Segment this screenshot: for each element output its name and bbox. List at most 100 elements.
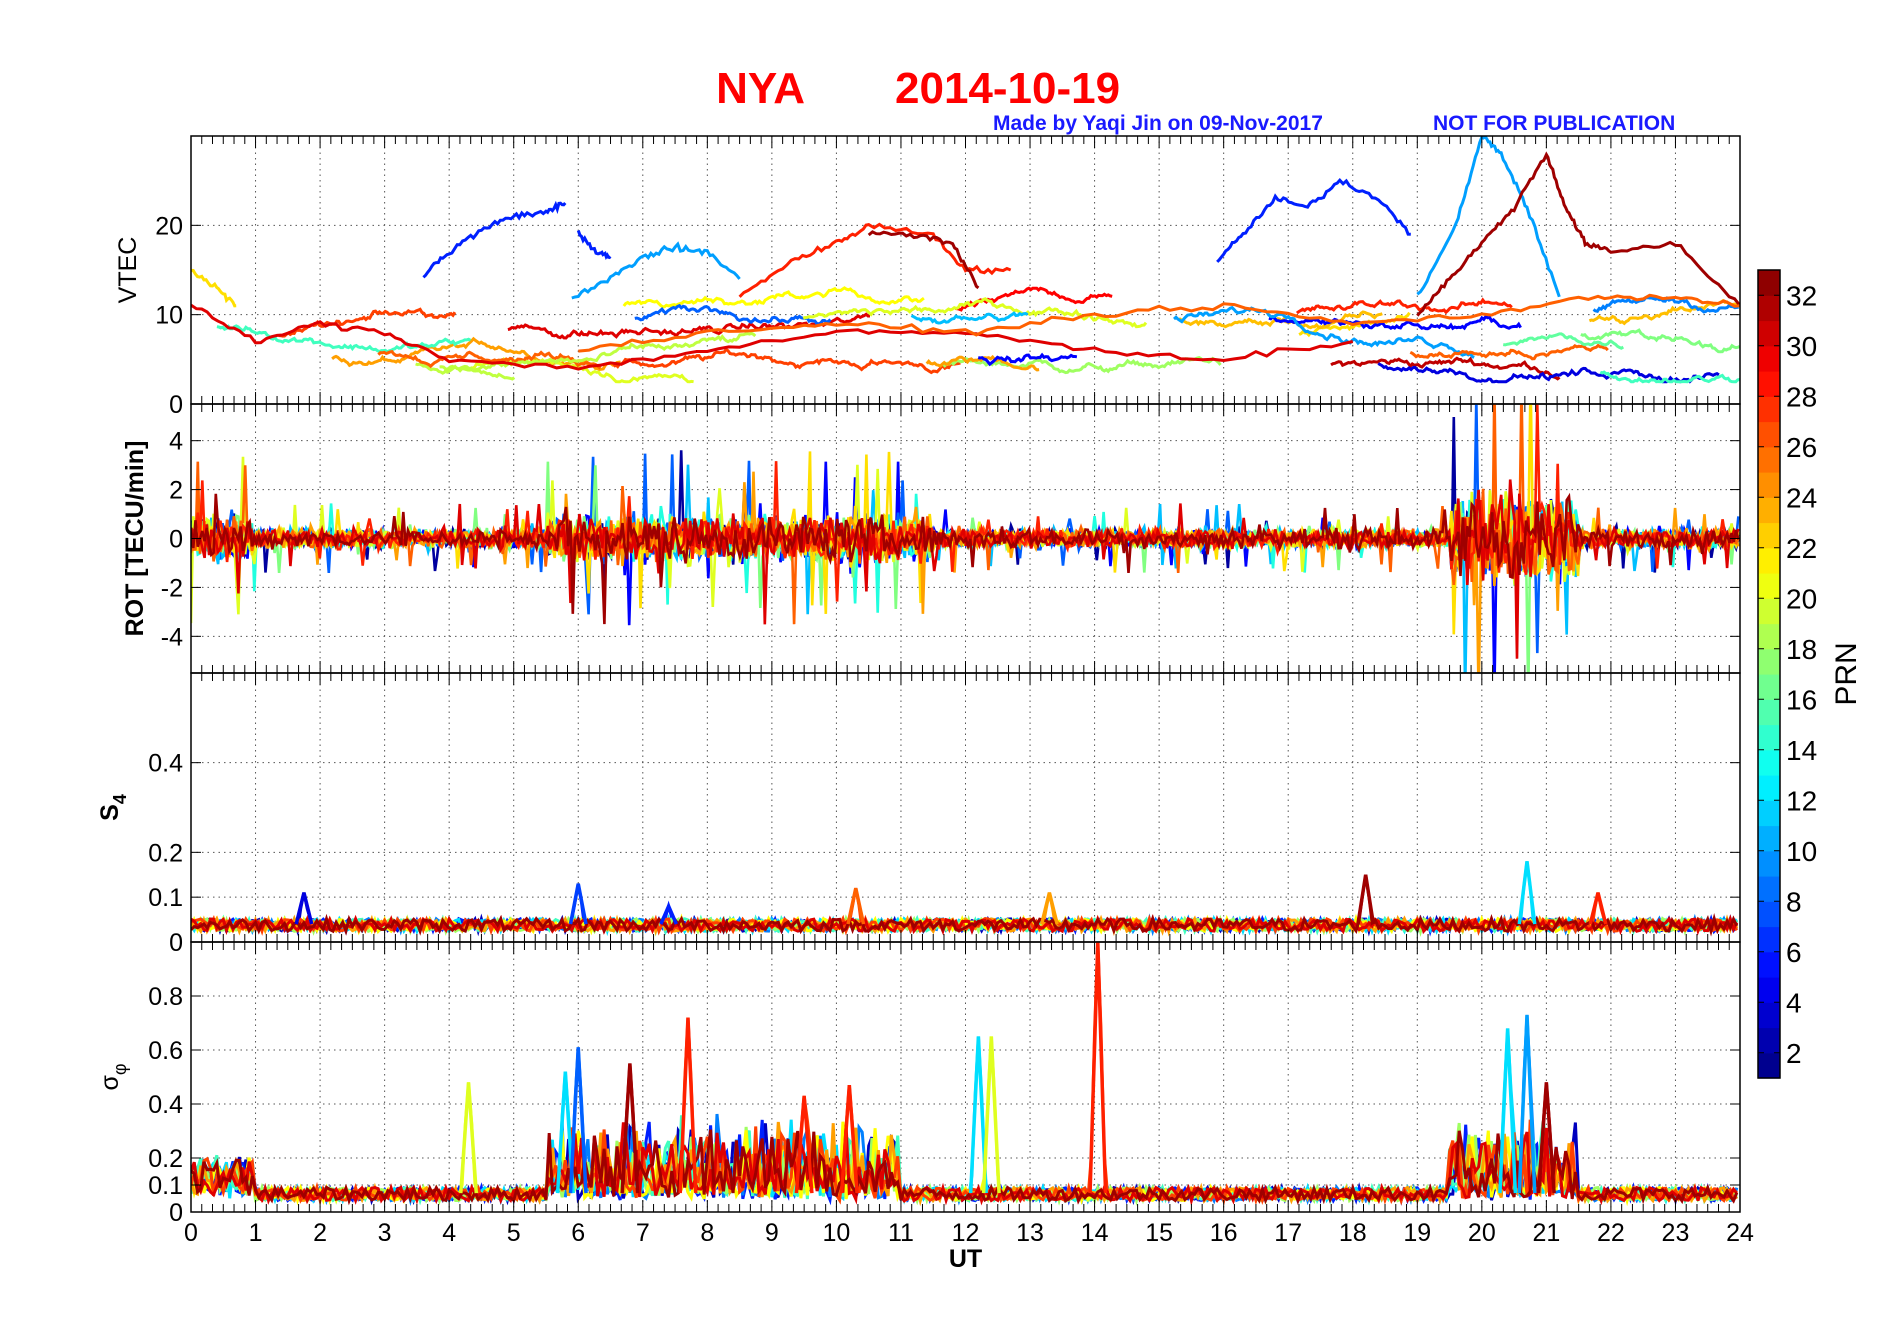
xtick-label: 19 [1403,1219,1431,1247]
s4-peak [1588,892,1608,925]
sigma_phi-peak [839,1084,859,1194]
sigma_phi-peak [1498,1028,1518,1194]
panel-vtec: 0 10 20 VTEC [114,135,1741,419]
colorbar-tick-label: 10 [1786,836,1817,867]
colorbar-step [1758,295,1780,322]
ytick-label-rot: 2 [169,477,183,505]
vtec-series-prn-26 [578,293,1740,353]
xtick-label: 16 [1210,1219,1238,1247]
rot-series-prn-30 [191,479,1740,659]
colorbar-step [1758,345,1780,372]
ytick-label-sigma_phi: 0.1 [148,1172,183,1200]
vtec-track [377,349,603,370]
xtick-label: 15 [1145,1219,1173,1247]
sigma_phi-peak [568,1047,588,1194]
colorbar-step [1758,926,1780,953]
sigma_phi-series-prn-32 [191,1063,1739,1206]
title-date: 2014-10-19 [895,64,1120,113]
xticks-vtec [190,136,1741,404]
colorbar-step [1758,749,1780,776]
vtec-track [612,347,961,375]
vtec-track [1599,370,1740,384]
colorbar-tick-label: 28 [1786,381,1817,412]
grid-rot [191,404,1740,673]
vtec-track [1330,356,1561,381]
s4-series-prn-32 [191,874,1739,937]
s4-peak [294,892,314,925]
xticks-rot [190,404,1741,673]
ytick-label-s4: 0.4 [148,750,183,778]
colorbar-step [1758,522,1780,549]
sigma_phi-peak [1088,942,1108,1194]
xtick-label: 7 [636,1219,650,1247]
ytick-label-rot: -2 [161,574,183,602]
vtec-track [634,303,832,326]
colorbar-step [1758,951,1780,978]
series-sigma_phi [191,942,1739,1207]
frame-s4 [190,672,1741,943]
ytick-label-vtec: 10 [155,302,183,330]
colorbar-step [1758,497,1780,524]
colorbar-step [1758,674,1780,700]
xticks-s4 [190,673,1741,942]
xtick-label: 11 [888,1219,914,1247]
sigma_phi-peak [968,1036,988,1194]
xtick-label: 4 [442,1219,456,1247]
ytick-label-vtec: 20 [155,212,183,240]
xtick-label: 8 [700,1219,714,1247]
vtec-series-prn-22 [191,268,237,308]
xtick-label: 2 [313,1219,327,1247]
colorbar-step [1758,598,1780,625]
vtec-track [955,286,1113,312]
xtick-label: 21 [1532,1219,1560,1247]
ytick-label-rot: 4 [169,428,183,456]
grid-s4 [191,673,1740,942]
colorbar-step [1758,724,1780,751]
colorbar-step [1758,699,1780,726]
ytick-label-sigma_phi: 0.4 [148,1091,183,1119]
vtec-track [1502,332,1625,350]
vtec-track [415,362,516,381]
sigma_phi-peak [794,1095,814,1194]
colorbar-tick-label: 16 [1786,684,1817,715]
credit-notice: NOT FOR PUBLICATION [1433,112,1675,135]
xtick-label: 23 [1662,1219,1690,1247]
ytick-label-sigma_phi: 0 [169,1199,183,1227]
colorbar-step [1758,320,1780,347]
colorbar-tick-label: 12 [1786,785,1817,816]
colorbar-tick-label: 8 [1786,886,1802,917]
colorbar-step [1758,573,1780,599]
s4-peak [1039,892,1059,925]
colorbar-tick-label: 2 [1786,1038,1802,1069]
series-s4 [191,861,1739,938]
colorbar-tick-label: 26 [1786,432,1817,463]
vtec-track [910,311,1029,325]
title-station: NYA [716,64,805,113]
credit-made-by: Made by Yaqi Jin on 09-Nov-2017 [993,112,1323,135]
panel-rot: -4 -2 0 2 4 ROT [TECU/min] [121,403,1741,674]
xtick-label: 6 [571,1219,585,1247]
vtec-track [439,331,757,375]
xtick-label: 5 [507,1219,521,1247]
ytick-label-rot: -4 [161,623,183,651]
colorbar-step [1758,648,1780,675]
s4-peak [1517,861,1537,925]
xtick-label: 9 [765,1219,779,1247]
grid-sigma_phi [191,942,1740,1212]
ytick-label-vtec: 0 [169,391,183,419]
xtick-label: 0 [184,1219,198,1247]
sigma_phi-peak [981,1036,1001,1194]
colorbar-step [1758,396,1780,423]
vtec-series-prn-10 [1416,136,1561,298]
colorbar-step [1758,1052,1780,1079]
rot-series-prn-32 [191,492,1740,625]
ytick-label-sigma_phi: 0.6 [148,1037,183,1065]
colorbar-tick-label: 32 [1786,280,1817,311]
ytick-label-sigma_phi: 0.8 [148,983,183,1011]
vtec-series-prn-32 [867,230,980,290]
colorbar-step [1758,901,1780,928]
xtick-label: 22 [1597,1219,1625,1247]
ylabel-s4: S4 [96,794,130,821]
